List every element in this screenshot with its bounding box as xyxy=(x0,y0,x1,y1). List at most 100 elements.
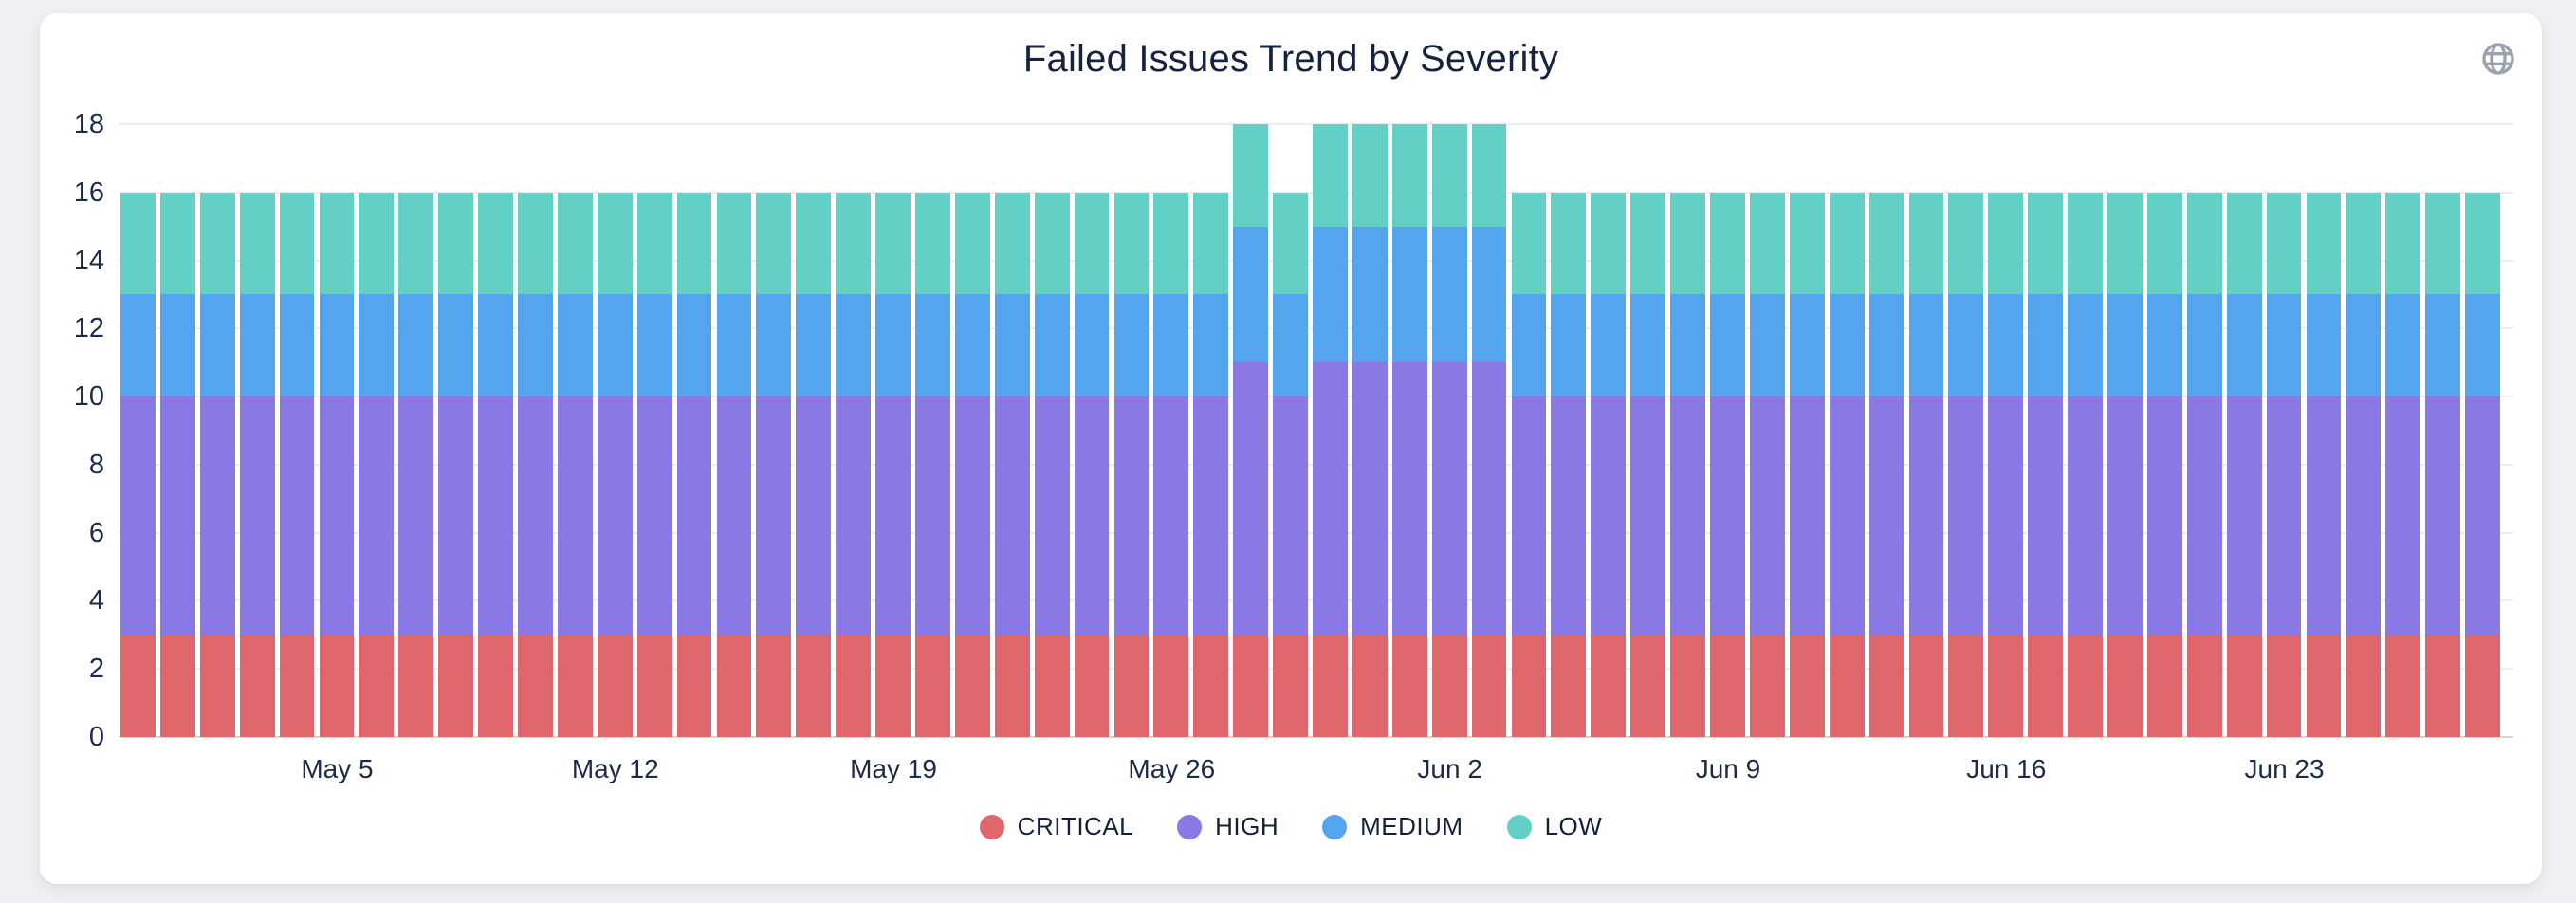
bar-segment-low-may-10[interactable] xyxy=(518,192,553,295)
bar-segment-low-may-5[interactable] xyxy=(319,192,355,295)
bar-segment-critical-jun-18[interactable] xyxy=(2068,635,2103,737)
bar-segment-medium-apr-30[interactable] xyxy=(120,294,156,397)
bar-segment-high-jun-9[interactable] xyxy=(1710,396,1745,636)
bar-segment-high-may-4[interactable] xyxy=(279,396,315,636)
bar-segment-critical-may-20[interactable] xyxy=(915,635,950,737)
bar-segment-low-jun-19[interactable] xyxy=(2107,192,2143,295)
bar-segment-medium-may-15[interactable] xyxy=(716,294,752,397)
bar-segment-low-may-14[interactable] xyxy=(676,192,712,295)
bar-segment-critical-jun-2[interactable] xyxy=(1431,635,1467,737)
bar-segment-medium-may-1[interactable] xyxy=(159,294,195,397)
bar-segment-high-jun-14[interactable] xyxy=(1908,396,1944,636)
bar-segment-high-jun-23[interactable] xyxy=(2266,396,2302,636)
bar-segment-critical-may-15[interactable] xyxy=(716,635,752,737)
bar-segment-low-may-31[interactable] xyxy=(1352,124,1388,227)
bar-segment-low-jun-8[interactable] xyxy=(1670,192,1705,295)
bar-segment-medium-jun-9[interactable] xyxy=(1710,294,1745,397)
legend-item-high[interactable]: HIGH xyxy=(1177,812,1279,841)
bar-segment-high-apr-30[interactable] xyxy=(120,396,156,636)
bar-segment-critical-may-21[interactable] xyxy=(954,635,990,737)
bar-segment-high-jun-22[interactable] xyxy=(2226,396,2262,636)
bar-segment-low-jun-2[interactable] xyxy=(1431,124,1467,227)
bar-segment-medium-may-14[interactable] xyxy=(676,294,712,397)
globe-icon[interactable] xyxy=(2479,40,2517,78)
bar-segment-critical-may-16[interactable] xyxy=(756,635,792,737)
bar-segment-low-may-23[interactable] xyxy=(1034,192,1070,295)
bar-segment-medium-may-2[interactable] xyxy=(199,294,235,397)
bar-segment-critical-jun-22[interactable] xyxy=(2226,635,2262,737)
bar-segment-low-may-11[interactable] xyxy=(557,192,593,295)
bar-segment-high-may-12[interactable] xyxy=(597,396,633,636)
bar-segment-high-jun-17[interactable] xyxy=(2028,396,2064,636)
bar-segment-high-may-7[interactable] xyxy=(398,396,434,636)
bar-segment-high-jun-5[interactable] xyxy=(1551,396,1587,636)
bar-segment-high-jun-24[interactable] xyxy=(2306,396,2342,636)
bar-segment-critical-may-26[interactable] xyxy=(1153,635,1189,737)
bar-segment-high-jun-13[interactable] xyxy=(1868,396,1904,636)
bar-segment-medium-may-29[interactable] xyxy=(1273,294,1308,397)
bar-segment-high-jun-16[interactable] xyxy=(1988,396,2024,636)
bar-segment-high-jun-20[interactable] xyxy=(2146,396,2182,636)
bar-segment-medium-may-7[interactable] xyxy=(398,294,434,397)
bar-segment-low-jun-20[interactable] xyxy=(2146,192,2182,295)
bar-segment-medium-jun-4[interactable] xyxy=(1511,294,1547,397)
bar-segment-medium-may-10[interactable] xyxy=(518,294,553,397)
bar-segment-medium-may-28[interactable] xyxy=(1233,226,1269,363)
bar-segment-medium-may-18[interactable] xyxy=(836,294,872,397)
bar-segment-high-may-26[interactable] xyxy=(1153,396,1189,636)
bar-segment-low-jun-4[interactable] xyxy=(1511,192,1547,295)
bar-segment-medium-jun-26[interactable] xyxy=(2385,294,2421,397)
bar-segment-medium-may-11[interactable] xyxy=(557,294,593,397)
bar-segment-critical-jun-1[interactable] xyxy=(1391,635,1427,737)
bar-segment-high-jun-8[interactable] xyxy=(1670,396,1705,636)
bar-segment-high-may-31[interactable] xyxy=(1352,362,1388,636)
bar-segment-critical-may-9[interactable] xyxy=(478,635,513,737)
bar-segment-low-jun-22[interactable] xyxy=(2226,192,2262,295)
bar-segment-medium-jun-25[interactable] xyxy=(2346,294,2382,397)
bar-segment-critical-jun-24[interactable] xyxy=(2306,635,2342,737)
bar-segment-low-may-7[interactable] xyxy=(398,192,434,295)
bar-segment-high-may-29[interactable] xyxy=(1273,396,1308,636)
bar-segment-medium-may-23[interactable] xyxy=(1034,294,1070,397)
bar-segment-critical-jun-13[interactable] xyxy=(1868,635,1904,737)
bar-segment-low-jun-28[interactable] xyxy=(2465,192,2500,295)
bar-segment-critical-may-19[interactable] xyxy=(875,635,911,737)
bar-segment-medium-may-30[interactable] xyxy=(1313,226,1348,363)
bar-segment-high-may-14[interactable] xyxy=(676,396,712,636)
bar-segment-high-may-8[interactable] xyxy=(438,396,474,636)
bar-segment-low-jun-14[interactable] xyxy=(1908,192,1944,295)
bar-segment-medium-may-12[interactable] xyxy=(597,294,633,397)
bar-segment-low-jun-15[interactable] xyxy=(1948,192,1984,295)
bar-segment-medium-jun-14[interactable] xyxy=(1908,294,1944,397)
bar-segment-high-jun-10[interactable] xyxy=(1749,396,1785,636)
bar-segment-critical-jun-5[interactable] xyxy=(1551,635,1587,737)
bar-segment-medium-may-8[interactable] xyxy=(438,294,474,397)
bar-segment-high-may-25[interactable] xyxy=(1113,396,1150,636)
bar-segment-critical-may-24[interactable] xyxy=(1074,635,1110,737)
bar-segment-medium-may-26[interactable] xyxy=(1153,294,1189,397)
bar-segment-medium-jun-27[interactable] xyxy=(2425,294,2461,397)
bar-segment-critical-may-2[interactable] xyxy=(199,635,235,737)
bar-segment-low-jun-17[interactable] xyxy=(2028,192,2064,295)
bar-segment-medium-jun-15[interactable] xyxy=(1948,294,1984,397)
bar-segment-low-may-17[interactable] xyxy=(796,192,832,295)
bar-segment-low-jun-9[interactable] xyxy=(1710,192,1745,295)
bar-segment-critical-jun-15[interactable] xyxy=(1948,635,1984,737)
bar-segment-low-may-12[interactable] xyxy=(597,192,633,295)
bar-segment-critical-jun-8[interactable] xyxy=(1670,635,1705,737)
bar-segment-medium-jun-21[interactable] xyxy=(2186,294,2222,397)
bar-segment-critical-jun-16[interactable] xyxy=(1988,635,2024,737)
bar-segment-medium-jun-2[interactable] xyxy=(1431,226,1467,363)
bar-segment-low-jun-16[interactable] xyxy=(1988,192,2024,295)
bar-segment-low-jun-13[interactable] xyxy=(1868,192,1904,295)
bar-segment-medium-may-19[interactable] xyxy=(875,294,911,397)
bar-segment-high-may-3[interactable] xyxy=(239,396,275,636)
bar-segment-medium-may-9[interactable] xyxy=(478,294,513,397)
bar-segment-medium-may-5[interactable] xyxy=(319,294,355,397)
bar-segment-high-may-6[interactable] xyxy=(359,396,395,636)
bar-segment-critical-apr-30[interactable] xyxy=(120,635,156,737)
bar-segment-high-jun-1[interactable] xyxy=(1391,362,1427,636)
bar-segment-high-may-30[interactable] xyxy=(1313,362,1348,636)
bar-segment-medium-may-6[interactable] xyxy=(359,294,395,397)
bar-segment-high-may-9[interactable] xyxy=(478,396,513,636)
